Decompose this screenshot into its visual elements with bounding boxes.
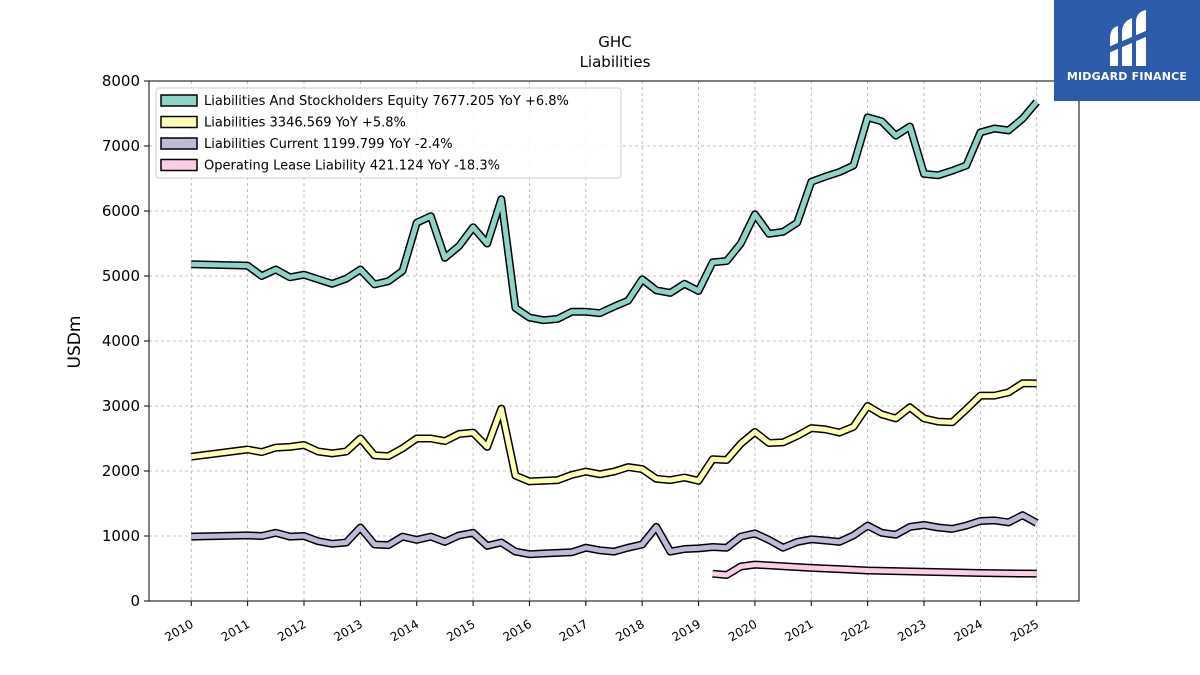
brand-name: MIDGARD FINANCE [1066,70,1188,83]
series-line-3 [712,562,1037,578]
legend-swatch [160,137,198,150]
series-outline-1 [190,379,1037,486]
series-line-0 [191,100,1039,323]
x-tick-label: 2024 [951,617,984,644]
x-tick-label: 2010 [162,617,195,644]
legend-swatch [160,94,198,107]
y-tick-label: 5000 [102,267,140,285]
x-tick-label: 2016 [501,617,534,644]
x-tick-label: 2013 [331,617,364,644]
legend-label: Liabilities And Stockholders Equity 7677… [204,94,569,109]
x-tick-label: 2011 [219,617,252,644]
series-line-2 [191,512,1038,557]
chart-title: GHC [598,33,631,51]
legend-swatch [160,158,198,172]
legend-swatch [160,115,198,129]
x-tick-label: 2017 [557,617,590,644]
x-tick-label: 2020 [726,617,759,644]
x-tick-label: 2019 [670,617,703,644]
legend-box [155,87,622,179]
y-axis-label: USDm [65,316,85,369]
x-tick-label: 2018 [613,617,646,644]
y-tick-label: 8000 [102,72,140,90]
legend-label: Liabilities 3346.569 YoY +5.8% [204,116,406,131]
x-tick-label: 2022 [839,617,872,644]
x-tick-label: 2015 [444,617,477,644]
y-tick-label: 6000 [102,202,140,220]
midgard-logo-icon [1106,10,1148,66]
x-tick-label: 2021 [782,617,815,644]
y-tick-label: 3000 [102,397,140,415]
x-tick-label: 2023 [895,617,928,644]
x-tick-label: 2012 [275,617,308,644]
series-layer [190,99,1040,579]
series-line-1 [190,380,1037,484]
y-tick-label: 4000 [102,332,140,350]
x-tick-label: 2025 [1008,617,1041,644]
y-tick-label: 7000 [102,137,140,155]
y-tick-label: 1000 [102,527,140,545]
x-tick-label: 2014 [388,617,421,644]
y-tick-label: 2000 [102,462,140,480]
legend-label: Liabilities Current 1199.799 YoY -2.4% [204,137,453,152]
brand-watermark: MIDGARD FINANCE [1054,0,1200,101]
legend-label: Operating Lease Liability 421.124 YoY -1… [204,159,500,174]
y-tick-label: 0 [130,592,140,610]
legend: Liabilities And Stockholders Equity 7677… [155,87,622,179]
series-outline-2 [191,511,1039,559]
chart-subtitle: Liabilities [580,53,651,71]
